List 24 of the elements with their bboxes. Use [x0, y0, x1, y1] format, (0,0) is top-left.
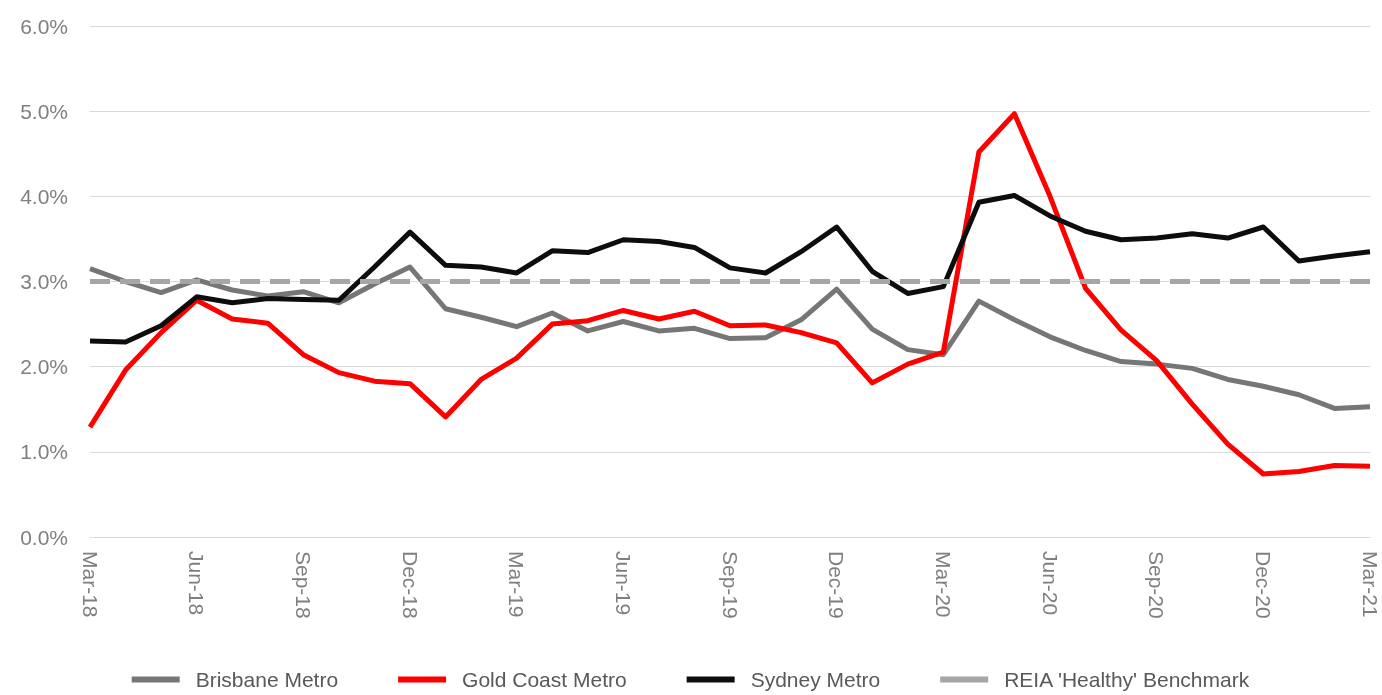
y-tick-label: 1.0%	[20, 440, 68, 464]
y-tick-label: 3.0%	[20, 270, 68, 293]
y-tick-label: 2.0%	[20, 355, 68, 379]
x-tick-label: Mar-21	[1358, 551, 1382, 618]
x-tick-label: Mar-20	[931, 551, 955, 618]
x-tick-label: Mar-18	[78, 551, 102, 618]
x-tick-label: Sep-19	[718, 551, 742, 619]
y-tick-label: 0.0%	[20, 525, 68, 549]
x-tick-label: Sep-18	[291, 551, 315, 619]
x-tick-label: Dec-19	[825, 551, 849, 619]
x-tick-label: Dec-20	[1251, 551, 1275, 619]
x-tick-label: Jun-18	[185, 551, 209, 616]
legend-label: Sydney Metro	[750, 668, 881, 691]
x-tick-label: Jun-20	[1038, 551, 1062, 616]
x-tick-label: Jun-19	[611, 551, 635, 616]
legend-label: Brisbane Metro	[195, 668, 339, 691]
x-tick-label: Dec-18	[398, 551, 422, 619]
y-tick-label: 4.0%	[20, 184, 68, 208]
y-tick-label: 6.0%	[20, 14, 68, 38]
x-tick-label: Sep-20	[1145, 551, 1169, 619]
y-tick-label: 5.0%	[20, 99, 68, 123]
legend-label: Gold Coast Metro	[462, 668, 627, 691]
x-tick-label: Mar-19	[505, 551, 529, 618]
legend-label: REIA 'Healthy' Benchmark	[1004, 668, 1250, 691]
